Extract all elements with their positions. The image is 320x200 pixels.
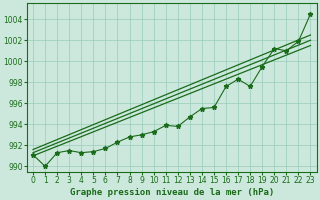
X-axis label: Graphe pression niveau de la mer (hPa): Graphe pression niveau de la mer (hPa) [70,188,274,197]
